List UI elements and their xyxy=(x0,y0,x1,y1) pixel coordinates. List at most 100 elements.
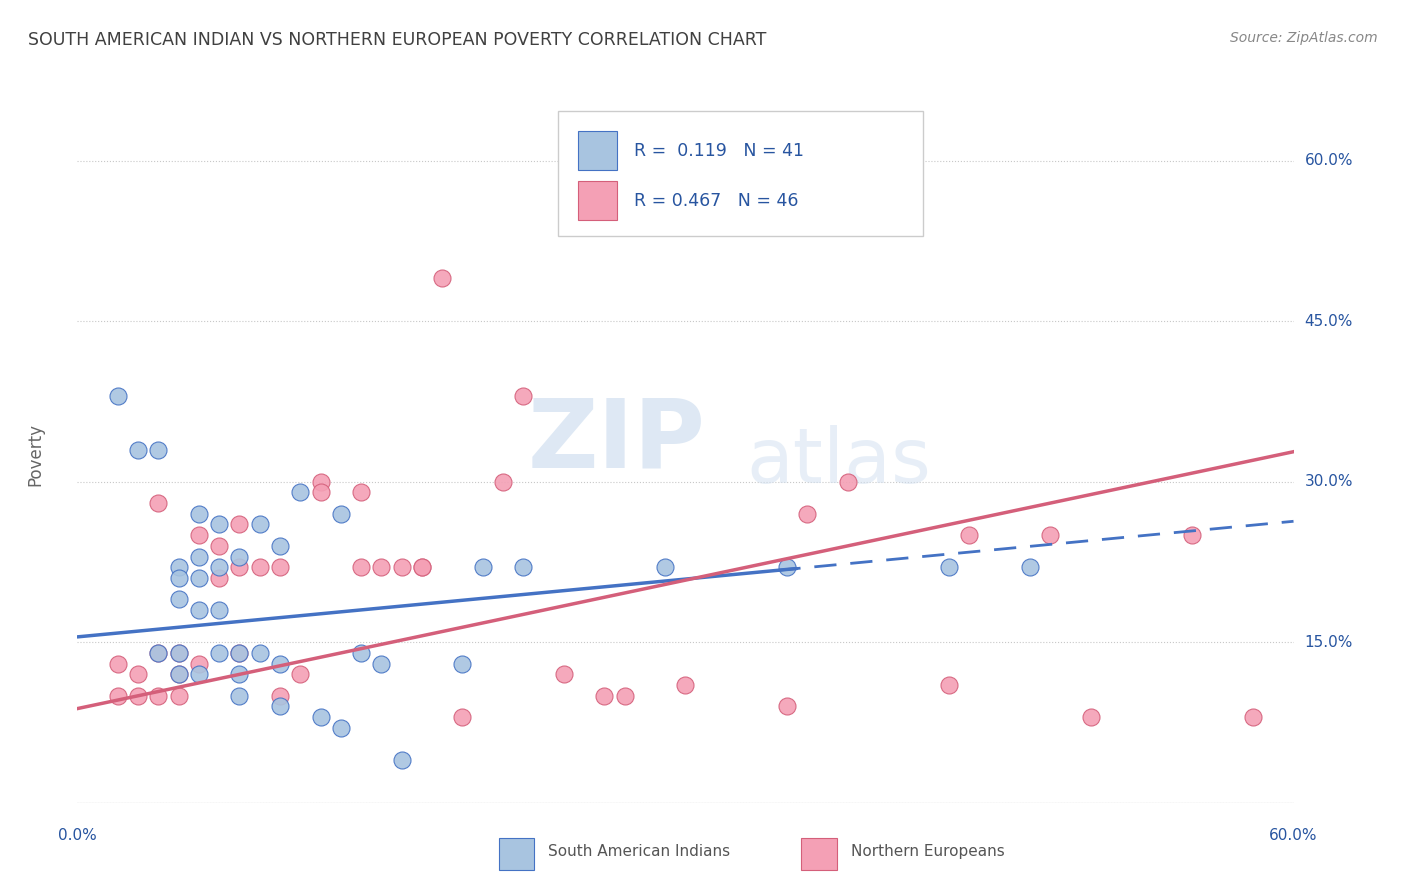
Point xyxy=(593,689,616,703)
Point xyxy=(309,710,332,724)
Point xyxy=(411,560,433,574)
Bar xyxy=(578,181,617,219)
Point xyxy=(148,496,170,510)
Point xyxy=(350,560,373,574)
Point xyxy=(309,485,332,500)
Point xyxy=(188,657,211,671)
Text: R =  0.119   N = 41: R = 0.119 N = 41 xyxy=(634,142,804,160)
Point xyxy=(350,646,373,660)
Point xyxy=(107,657,129,671)
Point xyxy=(675,678,697,692)
Point xyxy=(208,603,231,617)
Point xyxy=(167,667,190,681)
Text: ZIP: ZIP xyxy=(527,394,706,488)
Text: 15.0%: 15.0% xyxy=(1305,635,1353,649)
Point xyxy=(208,560,231,574)
Point xyxy=(167,571,190,585)
Point xyxy=(167,646,190,660)
Text: R = 0.467   N = 46: R = 0.467 N = 46 xyxy=(634,192,799,210)
Text: Poverty: Poverty xyxy=(27,424,45,486)
Point xyxy=(451,710,474,724)
Point xyxy=(228,549,250,564)
Point xyxy=(329,507,352,521)
Point xyxy=(208,571,231,585)
Point xyxy=(269,539,291,553)
Point xyxy=(228,689,250,703)
Text: Northern Europeans: Northern Europeans xyxy=(851,845,1004,859)
Point xyxy=(188,571,211,585)
Point xyxy=(411,560,433,574)
Point xyxy=(370,560,392,574)
Point xyxy=(249,560,271,574)
Text: 60.0%: 60.0% xyxy=(1270,828,1317,843)
Point xyxy=(350,485,373,500)
Point xyxy=(208,539,231,553)
Point xyxy=(796,507,818,521)
Text: SOUTH AMERICAN INDIAN VS NORTHERN EUROPEAN POVERTY CORRELATION CHART: SOUTH AMERICAN INDIAN VS NORTHERN EUROPE… xyxy=(28,31,766,49)
Point xyxy=(208,646,231,660)
Text: South American Indians: South American Indians xyxy=(548,845,731,859)
Point xyxy=(553,667,575,681)
Point xyxy=(188,603,211,617)
Point xyxy=(249,517,271,532)
Point xyxy=(492,475,515,489)
Point xyxy=(188,507,211,521)
Point xyxy=(188,667,211,681)
Point xyxy=(776,699,799,714)
Point xyxy=(512,389,534,403)
Point xyxy=(451,657,474,671)
Point xyxy=(430,271,453,285)
Point xyxy=(127,689,149,703)
Point xyxy=(290,667,312,681)
Point xyxy=(654,560,676,574)
Text: atlas: atlas xyxy=(747,425,931,499)
Point xyxy=(228,560,250,574)
Point xyxy=(107,689,129,703)
Point xyxy=(837,475,859,489)
Point xyxy=(167,560,190,574)
Point xyxy=(391,560,413,574)
Point xyxy=(188,549,211,564)
Point xyxy=(1039,528,1062,542)
Point xyxy=(1019,560,1042,574)
Point xyxy=(249,646,271,660)
Point xyxy=(167,667,190,681)
Point xyxy=(148,646,170,660)
Text: 45.0%: 45.0% xyxy=(1305,314,1353,328)
FancyBboxPatch shape xyxy=(558,111,922,235)
Point xyxy=(309,475,332,489)
Point xyxy=(107,389,129,403)
Point xyxy=(957,528,980,542)
Point xyxy=(167,646,190,660)
Point xyxy=(471,560,494,574)
Text: 0.0%: 0.0% xyxy=(58,828,97,843)
Point xyxy=(370,657,392,671)
Point xyxy=(148,442,170,457)
Point xyxy=(1080,710,1102,724)
Point xyxy=(1181,528,1204,542)
Bar xyxy=(578,131,617,169)
Text: Source: ZipAtlas.com: Source: ZipAtlas.com xyxy=(1230,31,1378,45)
Point xyxy=(208,517,231,532)
Point xyxy=(148,689,170,703)
Point xyxy=(188,528,211,542)
Point xyxy=(228,646,250,660)
Text: 30.0%: 30.0% xyxy=(1305,475,1353,489)
Point xyxy=(228,646,250,660)
Point xyxy=(228,517,250,532)
Point xyxy=(938,678,960,692)
Point xyxy=(127,667,149,681)
Point xyxy=(938,560,960,574)
Point xyxy=(512,560,534,574)
Point xyxy=(167,592,190,607)
Text: 60.0%: 60.0% xyxy=(1305,153,1353,168)
Point xyxy=(167,689,190,703)
Point xyxy=(148,646,170,660)
Point xyxy=(269,699,291,714)
Point xyxy=(613,689,636,703)
Point xyxy=(269,689,291,703)
Point xyxy=(269,657,291,671)
Point xyxy=(329,721,352,735)
Point xyxy=(290,485,312,500)
Point xyxy=(228,667,250,681)
